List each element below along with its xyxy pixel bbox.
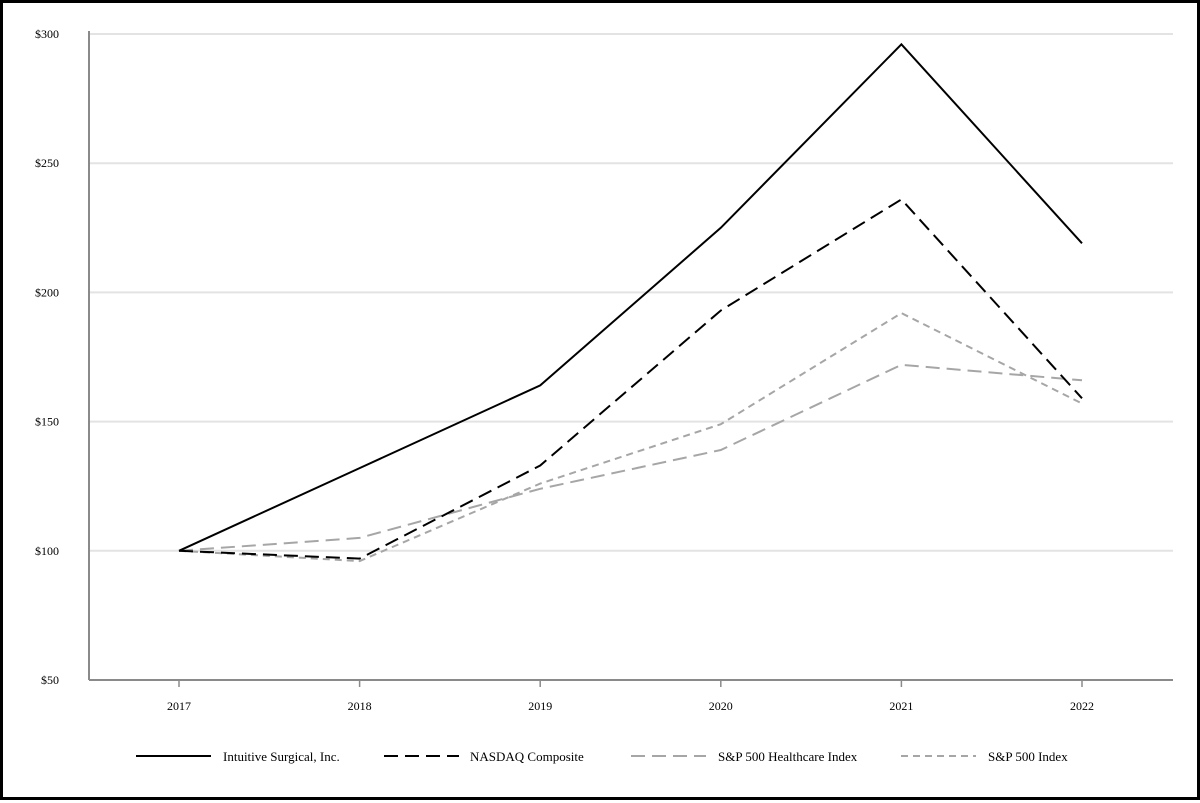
x-tick-label: 2018	[348, 699, 372, 713]
y-tick-label: $150	[35, 415, 59, 429]
y-tick-label: $50	[41, 673, 59, 687]
line-chart: $50 $100 $150 $200 $250 $300 2017 2018 2019 2020…	[35, 27, 1173, 764]
x-tick-label: 2017	[167, 699, 191, 713]
series-line-s-p-500-healthcare-index	[178, 363, 1083, 552]
y-tick-label: $200	[35, 285, 59, 299]
series-lines	[178, 42, 1083, 563]
series-line-s-p-500-index	[178, 311, 1083, 563]
x-tick-label: 2020	[709, 699, 733, 713]
legend-label: NASDAQ Composite	[470, 749, 584, 764]
legend-label: S&P 500 Index	[988, 749, 1068, 764]
legend-label: S&P 500 Healthcare Index	[718, 749, 858, 764]
y-axis-ticks: $50 $100 $150 $200 $250 $300	[35, 27, 59, 687]
x-tick-label: 2022	[1070, 699, 1094, 713]
legend-label: Intuitive Surgical, Inc.	[223, 749, 340, 764]
axes	[88, 31, 1173, 681]
x-tick-label: 2019	[528, 699, 552, 713]
y-tick-label: $100	[35, 544, 59, 558]
y-tick-label: $300	[35, 27, 59, 41]
series-line-nasdaq-composite	[178, 198, 1083, 560]
y-tick-label: $250	[35, 156, 59, 170]
x-axis-ticks: 2017 2018 2019 2020 2021 2022	[167, 680, 1094, 713]
grid-lines	[89, 33, 1173, 552]
x-tick-label: 2021	[889, 699, 913, 713]
series-line-intuitive-surgical-inc	[178, 42, 1083, 552]
legend: Intuitive Surgical, Inc. NASDAQ Composite…	[136, 749, 1068, 764]
